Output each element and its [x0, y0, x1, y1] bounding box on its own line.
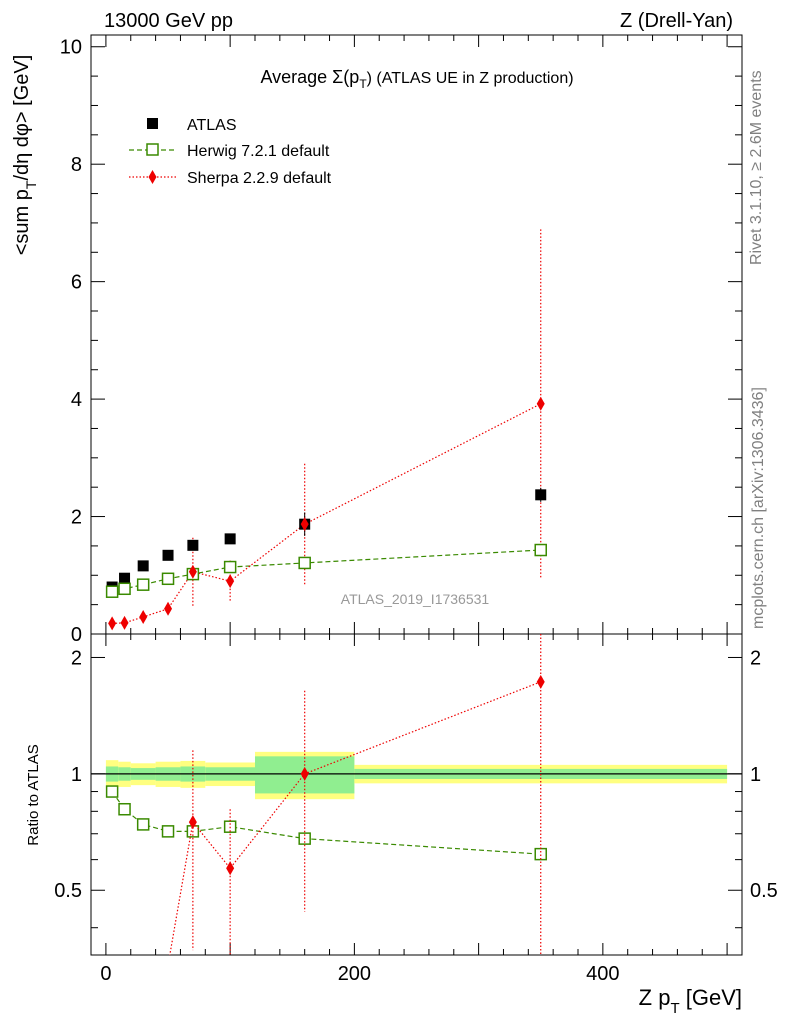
title-lead: Average — [260, 67, 332, 87]
y-label-b: /dη dφ> [GeV] — [11, 55, 33, 181]
atlas-point — [187, 539, 199, 551]
ratio-tick-label-left: 2 — [71, 647, 82, 669]
sherpa-point — [108, 616, 117, 631]
sherpa-ratio-line — [169, 681, 541, 955]
atlas-point — [224, 533, 236, 545]
herwig-ratio-point — [136, 818, 150, 831]
sherpa-point — [139, 609, 148, 624]
herwig-main-line — [111, 549, 541, 593]
legend-marker-atlas — [147, 118, 158, 129]
sherpa-point — [226, 574, 235, 589]
ratio-tick-label-left: 0.5 — [54, 880, 82, 902]
sherpa-ratio-point — [188, 815, 197, 830]
herwig-point — [298, 556, 311, 570]
atlas-point — [535, 489, 547, 501]
sherpa-ratio-point — [536, 674, 545, 689]
y-label-a: <sum p — [11, 189, 33, 255]
y-axis-label: <sum pT/dη dφ> [GeV] — [11, 55, 39, 256]
herwig-point — [136, 578, 150, 591]
ratio-tick-label-right: 2 — [750, 647, 761, 669]
herwig-point — [223, 560, 237, 574]
atlas-point — [162, 549, 174, 561]
ratio-plot-frame — [90, 633, 743, 956]
y-label-sub: T — [23, 180, 39, 189]
ratio-tick-label-right: 0.5 — [750, 880, 778, 902]
sherpa-point — [120, 615, 129, 630]
y-tick-label: 2 — [71, 507, 82, 529]
x-tick-label: 400 — [586, 963, 619, 985]
mcplots-label: mcplots.cern.ch [arXiv:1306.3436] — [750, 387, 767, 629]
x-tick-label: 0 — [100, 963, 111, 985]
x-axis-label: Z pT [GeV] — [639, 985, 742, 1017]
y-tick-label: 8 — [71, 154, 82, 176]
atlas-point — [137, 560, 149, 572]
legend-marker-sherpa — [148, 170, 157, 184]
sherpa-ratio-point — [300, 766, 309, 781]
sherpa-ratio-point — [226, 861, 235, 876]
herwig-point — [118, 582, 131, 596]
title-tail: ) (ATLAS UE in Z production) — [367, 70, 574, 87]
x-label-tail: [GeV] — [680, 985, 742, 1010]
y-tick-label: 10 — [60, 37, 82, 59]
ratio-tick-label-right: 1 — [750, 764, 761, 786]
atlas-point — [119, 572, 131, 584]
sherpa-point — [188, 564, 197, 579]
title-sub: T — [359, 77, 367, 91]
herwig-ratio-point — [105, 785, 119, 798]
sherpa-point — [536, 396, 545, 411]
legend-label-sherpa: Sherpa 2.2.9 default — [187, 170, 332, 187]
herwig-ratio-point — [534, 847, 547, 861]
ratio-tick-label-left: 1 — [71, 764, 82, 786]
x-tick-label: 200 — [338, 963, 371, 985]
y-tick-label: 4 — [71, 389, 82, 411]
herwig-ratio-point — [161, 825, 175, 838]
herwig-point — [105, 585, 119, 598]
herwig-ratio-point — [118, 802, 131, 816]
legend-label-herwig: Herwig 7.2.1 default — [187, 143, 330, 160]
herwig-point — [161, 572, 175, 586]
data-series — [105, 229, 547, 955]
x-label-sub: T — [670, 1000, 679, 1017]
title-sigma: Σ(p — [332, 67, 359, 87]
analysis-watermark: ATLAS_2019_I1736531 — [341, 591, 490, 607]
chart-title: Average Σ(pT) (ATLAS UE in Z production) — [260, 67, 573, 91]
x-label-main: Z p — [639, 985, 671, 1010]
y-tick-label: 0 — [71, 624, 82, 646]
ratio-uncertainty-band — [91, 751, 742, 800]
legend: ATLAS Herwig 7.2.1 default Sherpa 2.2.9 … — [129, 117, 332, 187]
herwig-ratio-line — [111, 791, 541, 855]
header-right: Z (Drell-Yan) — [620, 10, 733, 32]
y-tick-label: 6 — [71, 272, 82, 294]
sherpa-point — [164, 601, 173, 616]
ratio-y-axis-label: Ratio to ATLAS — [25, 744, 42, 845]
sherpa-point — [300, 517, 309, 532]
legend-marker-herwig — [146, 143, 159, 156]
legend-label-atlas: ATLAS — [187, 117, 237, 134]
rivet-label: Rivet 3.1.10, ≥ 2.6M events — [748, 70, 765, 265]
header-left: 13000 GeV pp — [104, 10, 233, 32]
herwig-point — [534, 543, 547, 557]
